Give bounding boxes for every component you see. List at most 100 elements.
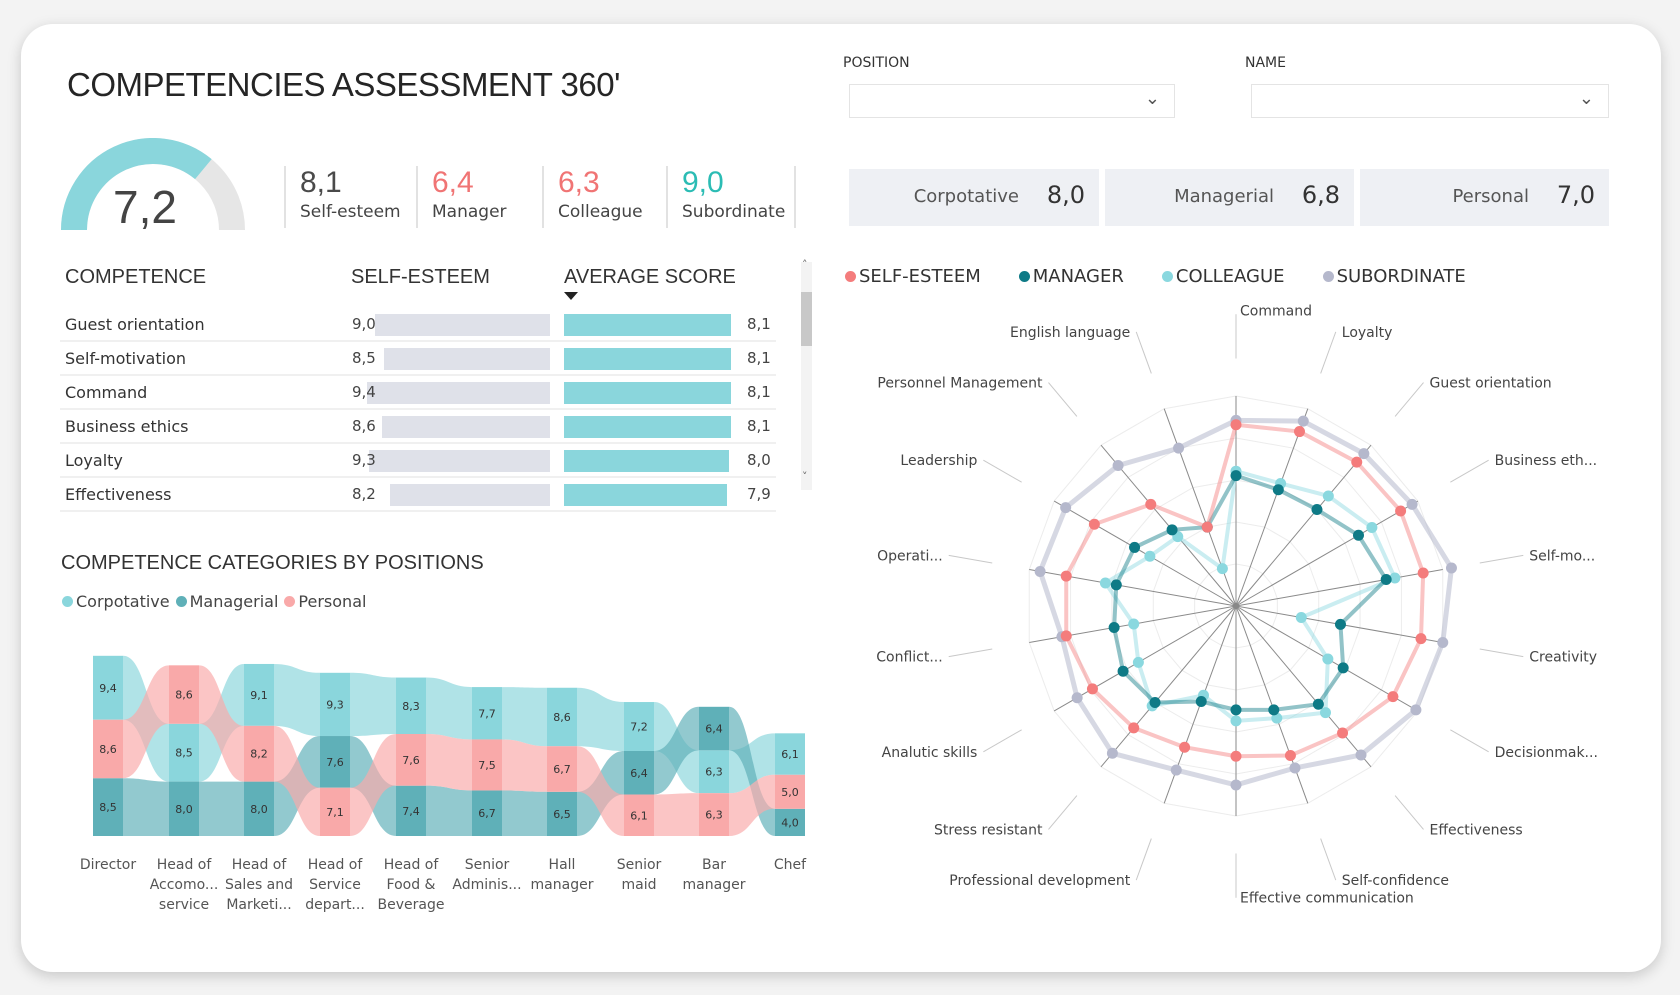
- radar-point[interactable]: [1230, 470, 1242, 482]
- column-segment-managerial[interactable]: [93, 778, 123, 836]
- radar-point[interactable]: [1295, 612, 1307, 624]
- radar-point[interactable]: [1445, 562, 1457, 574]
- radar-point[interactable]: [1173, 442, 1185, 454]
- column-segment-corpotative[interactable]: [472, 687, 502, 740]
- radar-point[interactable]: [1355, 749, 1367, 761]
- column-segment-personal[interactable]: [396, 734, 426, 786]
- header-competence[interactable]: COMPETENCE: [65, 266, 207, 288]
- column-segment-personal[interactable]: [547, 746, 577, 792]
- radar-point[interactable]: [1230, 715, 1242, 727]
- column-segment-managerial[interactable]: [699, 706, 729, 751]
- radar-point[interactable]: [1293, 426, 1305, 438]
- radar-point[interactable]: [1117, 665, 1129, 677]
- radar-point[interactable]: [1230, 704, 1242, 716]
- radar-point[interactable]: [1195, 696, 1207, 708]
- radar-point[interactable]: [1337, 727, 1349, 739]
- radar-point[interactable]: [1380, 574, 1392, 586]
- column-segment-personal[interactable]: [699, 793, 729, 836]
- radar-point[interactable]: [1060, 630, 1072, 642]
- position-dropdown[interactable]: ⌄: [849, 84, 1175, 118]
- column-segment-managerial[interactable]: [775, 808, 805, 836]
- column-segment-personal[interactable]: [169, 665, 199, 724]
- radar-point[interactable]: [1352, 529, 1364, 541]
- radar-point[interactable]: [1334, 618, 1346, 630]
- radar-point[interactable]: [1395, 505, 1407, 517]
- radar-point[interactable]: [1284, 750, 1296, 762]
- table-row[interactable]: Loyalty 9,3 8,0: [60, 444, 776, 478]
- column-segment-corpotative[interactable]: [320, 672, 350, 737]
- radar-point[interactable]: [1389, 572, 1401, 584]
- radar-point[interactable]: [1230, 750, 1242, 762]
- radar-point[interactable]: [1129, 541, 1141, 553]
- legend-self-esteem[interactable]: SELF-ESTEEM: [845, 266, 981, 287]
- radar-point[interactable]: [1144, 550, 1156, 562]
- table-row[interactable]: Business ethics 8,6 8,1: [60, 410, 776, 444]
- column-segment-personal[interactable]: [624, 794, 654, 836]
- radar-point[interactable]: [1289, 762, 1301, 774]
- column-segment-managerial[interactable]: [244, 781, 274, 836]
- scroll-down-icon[interactable]: ˅: [802, 470, 808, 483]
- radar-point[interactable]: [1132, 656, 1144, 668]
- radar-point[interactable]: [1060, 502, 1072, 514]
- radar-point[interactable]: [1216, 563, 1228, 575]
- column-segment-corpotative[interactable]: [396, 677, 426, 734]
- radar-point[interactable]: [1128, 722, 1140, 734]
- radar-point[interactable]: [1149, 696, 1161, 708]
- radar-point[interactable]: [1406, 498, 1418, 510]
- radar-point[interactable]: [1271, 712, 1283, 724]
- header-average-score[interactable]: AVERAGE SCORE: [564, 266, 736, 288]
- radar-point[interactable]: [1088, 518, 1100, 530]
- radar-point[interactable]: [1112, 459, 1124, 471]
- radar-point[interactable]: [1415, 633, 1427, 645]
- radar-point[interactable]: [1110, 579, 1122, 591]
- column-segment-corpotative[interactable]: [169, 723, 199, 782]
- radar-point[interactable]: [1387, 691, 1399, 703]
- radar-point[interactable]: [1366, 522, 1378, 534]
- radar-point[interactable]: [1106, 747, 1118, 759]
- column-segment-personal[interactable]: [320, 787, 350, 836]
- column-segment-corpotative[interactable]: [699, 750, 729, 794]
- column-segment-managerial[interactable]: [547, 791, 577, 836]
- radar-point[interactable]: [1230, 419, 1242, 431]
- table-row[interactable]: Guest orientation 9,0 8,1: [60, 308, 776, 342]
- legend-corpotative[interactable]: Corpotative: [62, 592, 170, 611]
- radar-point[interactable]: [1417, 567, 1429, 579]
- name-dropdown[interactable]: ⌄: [1251, 84, 1609, 118]
- legend-colleague[interactable]: COLLEAGUE: [1161, 266, 1285, 287]
- column-segment-managerial[interactable]: [169, 781, 199, 836]
- radar-point[interactable]: [1145, 498, 1157, 510]
- radar-point[interactable]: [1272, 484, 1284, 496]
- column-segment-personal[interactable]: [93, 719, 123, 779]
- column-segment-managerial[interactable]: [624, 751, 654, 795]
- legend-managerial[interactable]: Managerial: [175, 592, 278, 611]
- radar-point[interactable]: [1312, 698, 1324, 710]
- radar-point[interactable]: [1099, 577, 1111, 589]
- header-self-esteem[interactable]: SELF-ESTEEM: [351, 266, 490, 288]
- legend-personal[interactable]: Personal: [284, 592, 366, 611]
- scroll-up-icon[interactable]: ˄: [802, 258, 808, 271]
- column-segment-managerial[interactable]: [320, 736, 350, 788]
- column-segment-corpotative[interactable]: [93, 655, 123, 720]
- radar-point[interactable]: [1201, 521, 1213, 533]
- legend-subordinate[interactable]: SUBORDINATE: [1322, 266, 1466, 287]
- table-row[interactable]: Effectiveness 8,2 7,9: [60, 478, 776, 512]
- column-segment-personal[interactable]: [472, 739, 502, 791]
- column-segment-corpotative[interactable]: [775, 733, 805, 775]
- legend-manager[interactable]: MANAGER: [1018, 266, 1124, 287]
- sort-descending-icon[interactable]: [564, 292, 578, 300]
- radar-point[interactable]: [1230, 779, 1242, 791]
- radar-point[interactable]: [1034, 565, 1046, 577]
- column-segment-corpotative[interactable]: [547, 687, 577, 747]
- scrollbar-thumb[interactable]: [801, 292, 812, 346]
- column-segment-personal[interactable]: [775, 774, 805, 809]
- table-row[interactable]: Command 9,4 8,1: [60, 376, 776, 410]
- column-segment-personal[interactable]: [244, 725, 274, 782]
- table-row[interactable]: Self-motivation 8,5 8,1: [60, 342, 776, 376]
- radar-point[interactable]: [1337, 662, 1349, 674]
- radar-point[interactable]: [1166, 524, 1178, 536]
- radar-point[interactable]: [1086, 683, 1098, 695]
- radar-point[interactable]: [1319, 707, 1331, 719]
- column-segment-managerial[interactable]: [472, 790, 502, 836]
- radar-point[interactable]: [1410, 704, 1422, 716]
- radar-point[interactable]: [1108, 621, 1120, 633]
